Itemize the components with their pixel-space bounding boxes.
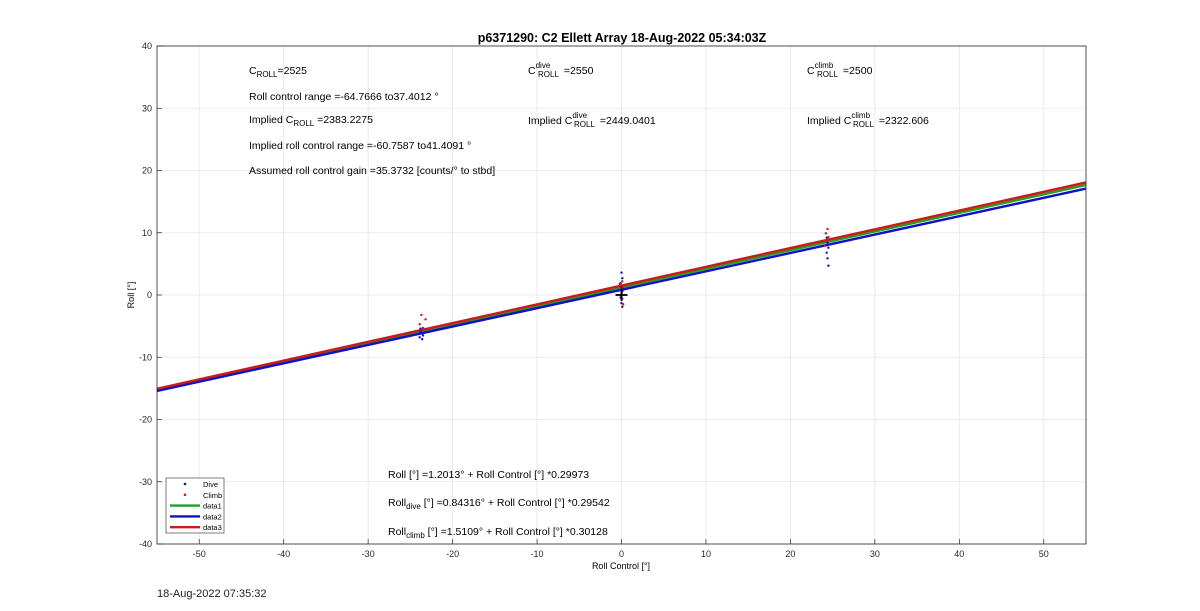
point-climb bbox=[823, 244, 827, 248]
y-tick-label: 30 bbox=[142, 103, 152, 113]
annotation-c-roll: CROLL=2525 bbox=[249, 65, 307, 79]
y-axis-ticks: -40 -30 -20 -10 0 10 20 30 40 bbox=[139, 41, 162, 549]
x-tick-label: 50 bbox=[1039, 549, 1049, 559]
legend-label-data1: data1 bbox=[203, 502, 222, 511]
legend-label-data3: data3 bbox=[203, 523, 222, 532]
y-tick-label: 0 bbox=[147, 290, 152, 300]
fit-line-data3 bbox=[156, 181, 1087, 390]
point-dive bbox=[620, 301, 623, 305]
point-climb bbox=[418, 323, 421, 326]
x-tick-label: 30 bbox=[870, 549, 880, 559]
point-climb bbox=[421, 326, 425, 330]
x-tick-label: 20 bbox=[785, 549, 795, 559]
legend-marker-climb bbox=[183, 493, 187, 497]
origin-marker bbox=[615, 289, 628, 301]
legend-label-dive: Dive bbox=[203, 480, 218, 489]
x-tick-label: 0 bbox=[619, 549, 624, 559]
y-tick-label: -30 bbox=[139, 477, 152, 487]
y-tick-label: -40 bbox=[139, 539, 152, 549]
point-climb bbox=[827, 235, 830, 239]
point-climb bbox=[824, 232, 828, 235]
annotation-fit-climb: Rollclimb [°] =1.5109° + Roll Control [°… bbox=[388, 526, 608, 540]
point-dive bbox=[827, 246, 830, 249]
point-dive bbox=[826, 257, 829, 260]
y-tick-label: 20 bbox=[142, 166, 152, 176]
point-climb bbox=[826, 227, 829, 231]
annotation-fit-all: Roll [°] =1.2013° + Roll Control [°] *0.… bbox=[388, 469, 589, 481]
y-tick-label: -10 bbox=[139, 352, 152, 362]
y-tick-label: 10 bbox=[142, 228, 152, 238]
point-dive bbox=[826, 241, 829, 244]
legend-label-climb: Climb bbox=[203, 491, 222, 500]
point-dive bbox=[827, 264, 830, 267]
annotation-fit-dive: Rolldive [°] =0.84316° + Roll Control [°… bbox=[388, 497, 610, 511]
annotation-roll-range: Roll control range =-64.7666 to37.4012 ° bbox=[249, 91, 439, 103]
x-tick-label: -30 bbox=[362, 549, 375, 559]
point-climb bbox=[621, 303, 625, 306]
x-axis-ticks: -50 -40 -30 -20 -10 0 10 20 30 40 50 bbox=[193, 539, 1049, 559]
y-tick-label: 40 bbox=[142, 41, 152, 51]
annotations: CROLL=2525 Roll control range =-64.7666 … bbox=[249, 61, 929, 540]
point-climb bbox=[420, 313, 423, 317]
y-axis-label: Roll [°] bbox=[126, 282, 136, 309]
point-climb bbox=[618, 282, 622, 285]
annotation-c-climb: Cclimb ROLL =2500 bbox=[807, 61, 873, 79]
x-tick-label: 10 bbox=[701, 549, 711, 559]
point-dive bbox=[825, 251, 828, 254]
x-tick-label: -20 bbox=[446, 549, 459, 559]
x-axis-label: Roll Control [°] bbox=[592, 561, 650, 571]
annotation-c-dive: Cdive ROLL =2550 bbox=[528, 61, 594, 79]
x-tick-label: -10 bbox=[531, 549, 544, 559]
x-tick-label: -50 bbox=[193, 549, 206, 559]
footer-timestamp: 18-Aug-2022 07:35:32 bbox=[157, 588, 267, 600]
point-dive bbox=[621, 305, 624, 309]
annotation-implied-range: Implied roll control range =-60.7587 to4… bbox=[249, 140, 471, 152]
plot-area bbox=[156, 45, 1087, 545]
x-tick-label: 40 bbox=[954, 549, 964, 559]
annotation-implied-c-climb: Implied Cclimb ROLL =2322.606 bbox=[807, 111, 929, 129]
point-dive bbox=[420, 332, 423, 335]
point-dive bbox=[419, 330, 422, 333]
x-tick-label: -40 bbox=[277, 549, 290, 559]
annotation-implied-c-dive: Implied Cdive ROLL =2449.0401 bbox=[528, 111, 656, 129]
annotation-implied-c-roll: Implied CROLL =2383.2275 bbox=[249, 114, 373, 128]
point-climb bbox=[621, 285, 625, 288]
point-dive bbox=[419, 327, 422, 330]
point-climb bbox=[825, 239, 828, 243]
point-dive bbox=[620, 286, 623, 289]
chart-title: p6371290: C2 Ellett Array 18-Aug-2022 05… bbox=[478, 31, 767, 45]
annotation-gain: Assumed roll control gain =35.3732 [coun… bbox=[249, 165, 495, 177]
legend-marker-dive bbox=[183, 482, 187, 486]
point-dive bbox=[621, 276, 624, 280]
point-dive bbox=[620, 271, 623, 274]
point-climb bbox=[621, 280, 624, 283]
point-dive bbox=[418, 336, 421, 339]
point-climb bbox=[424, 318, 427, 321]
legend-label-data2: data2 bbox=[203, 512, 222, 521]
point-dive bbox=[420, 337, 424, 341]
point-dive bbox=[421, 334, 425, 337]
y-tick-label: -20 bbox=[139, 415, 152, 425]
